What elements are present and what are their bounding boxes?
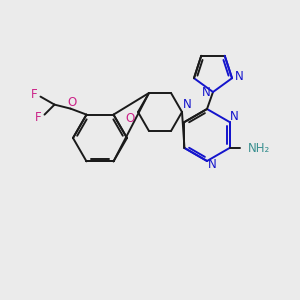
Text: O: O xyxy=(68,96,77,109)
Text: N: N xyxy=(230,110,239,124)
Text: N: N xyxy=(183,98,191,112)
Text: O: O xyxy=(125,112,135,124)
Text: F: F xyxy=(31,88,38,101)
Text: NH₂: NH₂ xyxy=(248,142,270,154)
Text: N: N xyxy=(208,158,216,172)
Text: N: N xyxy=(235,70,243,83)
Text: N: N xyxy=(202,86,210,100)
Text: F: F xyxy=(35,111,42,124)
